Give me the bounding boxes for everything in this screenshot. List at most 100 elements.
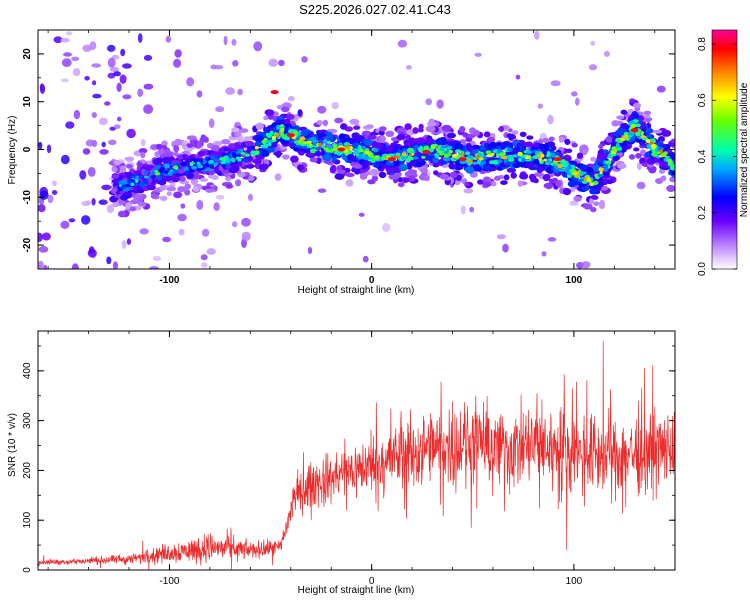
spectrogram-cell <box>248 193 253 201</box>
spectrogram-cell <box>236 131 242 136</box>
spectrogram-cell <box>378 126 387 132</box>
spectrogram-cell <box>253 150 260 155</box>
spectrogram-cell <box>239 128 249 134</box>
spectrogram-cell <box>241 231 251 242</box>
spectrogram-cell <box>562 188 572 196</box>
spectrogram-cell <box>53 36 63 44</box>
snr-y-tick-label: 100 <box>22 511 33 528</box>
spectrogram-cell <box>213 162 219 167</box>
spectrogram-cell <box>555 180 562 188</box>
spectrogram-cell <box>109 195 118 203</box>
spectrogram-cell <box>112 261 118 269</box>
spectrogram-cell <box>646 143 653 149</box>
spectrogram-cell <box>637 162 642 171</box>
spectrogram-cell <box>651 148 656 154</box>
spectrogram-cell <box>104 101 111 106</box>
spectrogram-cell <box>324 154 331 159</box>
spectrogram-cell <box>603 50 610 58</box>
spectrogram-cell <box>508 142 514 148</box>
spectrogram-cell <box>583 203 593 210</box>
spectrogram-cell <box>337 169 346 174</box>
spectrogram-cell <box>526 150 533 154</box>
spectrogram-cell <box>466 155 474 159</box>
spectrogram-cell <box>81 215 91 225</box>
spectrogram-cell <box>206 168 213 172</box>
spectrogram-cell <box>447 132 456 139</box>
spectrogram-cell <box>231 127 240 133</box>
spectrogram-cell <box>157 175 162 181</box>
spectrogram-cell <box>369 168 380 177</box>
spectrogram-cell <box>106 256 112 265</box>
spectrogram-cell <box>323 147 329 151</box>
spectrogram-cell <box>575 97 580 106</box>
spectrogram-cell <box>392 173 401 180</box>
spectrogram-cell <box>506 147 514 152</box>
spectrogram-cell <box>326 140 331 145</box>
spectrogram-cell <box>614 149 618 153</box>
spectrogram-cell <box>482 164 492 171</box>
spectrogram-cell <box>85 139 96 147</box>
spectrogram-cell <box>84 76 90 81</box>
spectrogram-cell <box>208 118 215 128</box>
spectrogram-cell <box>116 82 122 93</box>
spectrogram-cell <box>212 140 223 147</box>
spectrogram-cell <box>118 180 124 186</box>
spectrogram-cell <box>496 149 502 154</box>
spectrogram-cell <box>661 129 672 137</box>
spectrogram-cell <box>371 175 379 182</box>
spectrogram-cell <box>547 237 557 242</box>
spectrogram-cell <box>113 160 122 165</box>
spectrogram-cell <box>191 166 198 170</box>
spectrogram-cell <box>173 191 183 199</box>
spectrogram-cell <box>166 191 173 196</box>
spectrogram-cell <box>211 145 221 153</box>
spectrogram-cell <box>571 142 578 148</box>
spectrogram-cell <box>219 157 224 161</box>
spectrogram-cell <box>316 120 324 126</box>
spectrogram-cell <box>373 163 380 168</box>
spectrogram-cell <box>111 166 118 173</box>
spectrogram-cell <box>215 106 225 113</box>
spectrogram-cell <box>588 64 598 71</box>
spectrogram-cell <box>474 52 483 57</box>
spectrogram-cell <box>542 137 549 143</box>
spectrogram-cell <box>449 171 458 178</box>
spectrogram-cell <box>572 169 577 173</box>
spectrogram-cell <box>344 167 351 173</box>
spectrogram-cell <box>660 152 667 158</box>
spectrogram-cell <box>189 162 194 167</box>
spectrogram-cell <box>177 186 186 193</box>
spectrogram-cell <box>244 156 250 161</box>
spectrogram-y-tick-label: -20 <box>22 237 33 252</box>
spectrogram-cell <box>210 154 215 160</box>
spectrogram-cell <box>622 135 627 140</box>
spectrogram-cell <box>520 154 527 158</box>
spectrogram-cell <box>569 200 579 206</box>
spectrogram-cell <box>81 200 91 207</box>
spectrogram-cell <box>166 186 177 192</box>
spectrogram-cell <box>362 255 369 263</box>
spectrogram-cell <box>604 164 609 169</box>
spectrogram-cell <box>543 182 554 189</box>
spectrogram-cell <box>271 142 278 148</box>
spectrogram-cell <box>240 152 246 155</box>
snr-x-tick-label: -100 <box>159 576 179 587</box>
spectrogram-cell <box>248 175 255 182</box>
spectrogram-cell <box>364 150 370 155</box>
spectrogram-cell <box>425 98 433 106</box>
spectrogram-cell <box>418 148 423 153</box>
spectrogram-cell <box>571 180 581 186</box>
spectrogram-cell <box>72 68 81 77</box>
spectrogram-cell <box>143 83 154 90</box>
spectrogram-cell <box>345 172 355 178</box>
spectrogram-peak <box>337 147 346 152</box>
spectrogram-cell <box>197 164 203 169</box>
spectrogram-cell <box>588 185 598 190</box>
spectrogram-cell <box>317 188 327 193</box>
spectrogram-cell <box>530 177 537 183</box>
spectrogram-cell <box>41 232 51 241</box>
spectrogram-cell <box>534 30 540 40</box>
spectrogram-cell <box>60 220 70 229</box>
spectrogram-cell <box>244 153 250 157</box>
